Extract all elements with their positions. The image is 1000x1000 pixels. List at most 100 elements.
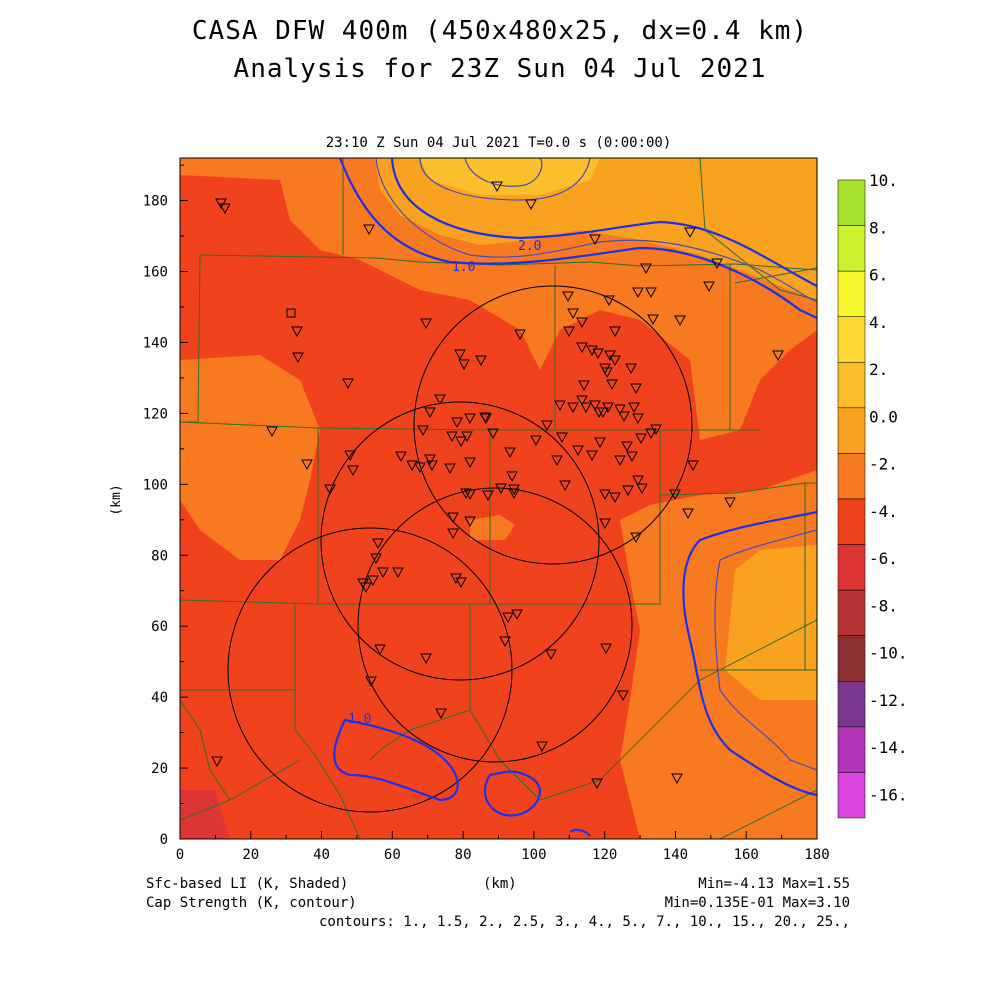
triangle-down-icon xyxy=(772,350,784,362)
triangle-down-icon xyxy=(414,462,426,474)
triangle-down-icon xyxy=(600,643,612,655)
triangle-down-icon xyxy=(622,485,634,497)
triangle-down-icon xyxy=(554,400,566,412)
x-tick-label: 80 xyxy=(455,847,472,863)
triangle-down-icon xyxy=(626,451,638,463)
triangle-down-icon xyxy=(392,567,404,579)
colorbar-swatch xyxy=(837,589,866,636)
triangle-down-icon xyxy=(417,425,429,437)
colorbar-label: 4. xyxy=(869,313,888,332)
triangle-down-icon xyxy=(589,400,601,412)
triangle-down-icon xyxy=(455,577,467,589)
triangle-down-icon xyxy=(599,518,611,530)
triangle-down-icon xyxy=(511,609,523,621)
colorbar-swatch xyxy=(837,498,866,545)
triangle-down-icon xyxy=(211,756,223,768)
triangle-down-icon xyxy=(632,287,644,299)
triangle-down-icon xyxy=(446,431,458,443)
triangle-down-icon xyxy=(630,532,642,544)
y-tick-label: 60 xyxy=(151,619,168,635)
contour-label-1b: 1.0 xyxy=(348,712,371,727)
triangle-down-icon xyxy=(344,450,356,462)
triangle-down-icon xyxy=(682,508,694,520)
triangle-down-icon xyxy=(347,465,359,477)
triangle-down-icon xyxy=(591,778,603,790)
triangle-down-icon xyxy=(671,773,683,785)
triangle-down-icon xyxy=(367,575,379,587)
triangle-down-icon xyxy=(563,326,575,338)
y-tick-label: 160 xyxy=(143,265,168,281)
triangle-down-icon xyxy=(545,649,557,661)
triangle-down-icon xyxy=(460,488,472,500)
colorbar-swatch xyxy=(837,362,866,409)
triangle-down-icon xyxy=(556,432,568,444)
x-tick-label: 140 xyxy=(663,847,688,863)
triangle-down-icon xyxy=(578,380,590,392)
li-band-minus2-center xyxy=(470,515,515,540)
y-tick-label: 20 xyxy=(151,761,168,777)
triangle-down-icon xyxy=(365,676,377,688)
triangle-down-icon xyxy=(324,484,336,496)
triangle-down-icon xyxy=(357,578,369,590)
colorbar-label: -14. xyxy=(869,738,908,757)
triangle-down-icon xyxy=(628,402,640,414)
y-tick-label: 40 xyxy=(151,690,168,706)
triangle-down-icon xyxy=(567,402,579,414)
colorbar: 10. 8. 6. 4. 2. 0.0 -2. -4. -6. -8. -10. -12. -14. -1… xyxy=(837,171,908,819)
x-tick-label: 0 xyxy=(176,847,184,863)
colorbar-swatch xyxy=(837,316,866,363)
triangle-down-icon xyxy=(650,424,662,436)
x-axis-ticks: 0 20 40 60 80 100 120 140 160 180 xyxy=(176,831,830,863)
triangle-down-icon xyxy=(461,431,473,443)
x-axis-label: (km) xyxy=(483,876,517,892)
triangle-down-icon xyxy=(420,653,432,665)
colorbar-label: -6. xyxy=(869,549,898,568)
triangle-down-icon xyxy=(589,234,601,246)
triangle-down-icon xyxy=(632,413,644,425)
triangle-down-icon xyxy=(479,412,491,424)
triangle-down-icon xyxy=(684,227,696,239)
valid-time-subtitle: 23:10 Z Sun 04 Jul 2021 T=0.0 s (0:00:00… xyxy=(325,135,672,151)
radar-site-square-icon xyxy=(286,308,296,318)
colorbar-label: 8. xyxy=(869,218,888,237)
triangle-down-icon xyxy=(541,420,553,432)
triangle-down-icon xyxy=(614,404,626,416)
triangle-down-icon xyxy=(444,463,456,475)
triangle-down-icon xyxy=(614,455,626,467)
triangle-down-icon xyxy=(291,326,303,338)
triangle-down-icon xyxy=(458,359,470,371)
triangle-down-icon xyxy=(711,258,723,270)
triangle-down-icon xyxy=(609,492,621,504)
triangle-down-icon xyxy=(434,394,446,406)
triangle-down-icon xyxy=(506,471,518,483)
triangle-down-icon xyxy=(618,411,630,423)
triangle-down-icon xyxy=(464,413,476,425)
contour-field-description: Cap Strength (K, contour) xyxy=(146,895,357,911)
triangle-down-icon xyxy=(592,348,604,360)
colorbar-swatch xyxy=(837,544,866,591)
triangle-down-icon xyxy=(266,426,278,438)
li-band-2-north xyxy=(420,158,600,195)
triangle-down-icon xyxy=(635,433,647,445)
triangle-down-icon xyxy=(572,445,584,457)
triangle-down-icon xyxy=(567,308,579,320)
triangle-down-icon xyxy=(603,295,615,307)
triangle-down-icon xyxy=(559,480,571,492)
triangle-down-icon xyxy=(372,538,384,550)
colorbar-swatch xyxy=(837,270,866,317)
station-markers xyxy=(211,181,784,790)
triangle-down-icon xyxy=(609,355,621,367)
triangle-down-icon xyxy=(219,203,231,215)
radar-range-rings xyxy=(227,285,693,813)
radar-ring-3 xyxy=(357,487,633,763)
triangle-down-icon xyxy=(406,460,418,472)
triangle-down-icon xyxy=(502,612,514,624)
y-tick-label: 120 xyxy=(143,406,168,422)
triangle-down-icon xyxy=(630,383,642,395)
x-tick-label: 160 xyxy=(734,847,759,863)
triangle-down-icon xyxy=(580,402,592,414)
triangle-down-icon xyxy=(551,455,563,467)
triangle-down-icon xyxy=(482,490,494,502)
triangle-down-icon xyxy=(435,708,447,720)
